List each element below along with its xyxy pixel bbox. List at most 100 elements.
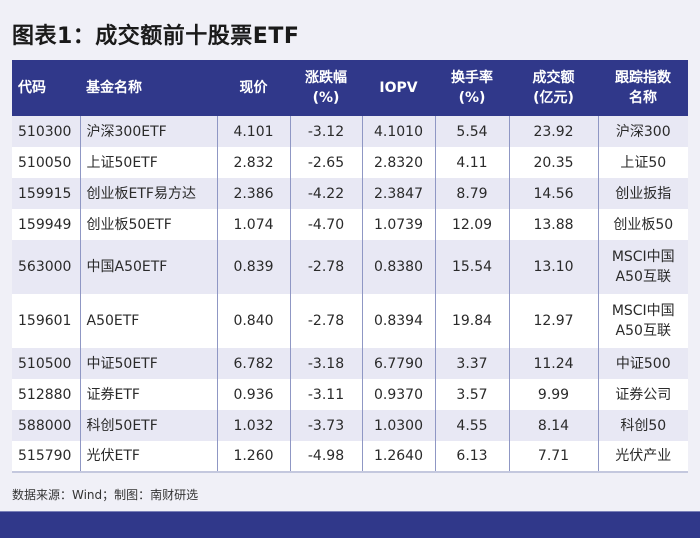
cell-tracking-index: 证券公司 xyxy=(597,379,688,410)
table-header-row: 代码 基金名称 现价 涨跌幅 (%) IOPV 换手率 (%) 成交额 (亿元) 跟踪… xyxy=(12,60,688,116)
cell-price: 6.782 xyxy=(216,348,290,379)
tracking-index-line2: A50互联 xyxy=(615,323,671,339)
tracking-index-line1: 科创50 xyxy=(620,417,667,434)
cell-tracking-index: MSCI中国 A50互联 xyxy=(597,294,688,348)
header-fund-name: 基金名称 xyxy=(80,60,217,116)
cell-fund-name: 沪深300ETF xyxy=(79,116,217,147)
cell-iopv: 2.8320 xyxy=(361,147,435,178)
table-row: 563000 中国A50ETF 0.839 -2.78 0.8380 15.54 13.10… xyxy=(12,240,688,294)
cell-tracking-index: 沪深300 xyxy=(597,116,688,147)
cell-code: 510050 xyxy=(12,147,80,178)
cell-turnover: 19.84 xyxy=(434,294,509,348)
cell-fund-name: 光伏ETF xyxy=(79,441,217,473)
cell-iopv: 4.1010 xyxy=(361,116,435,147)
cell-turnover: 4.11 xyxy=(434,147,509,178)
etf-table: 代码 基金名称 现价 涨跌幅 (%) IOPV 换手率 (%) 成交额 (亿元) 跟踪… xyxy=(12,60,688,473)
cell-volume: 20.35 xyxy=(508,147,598,178)
cell-turnover: 6.13 xyxy=(434,441,509,473)
cell-code: 159601 xyxy=(12,294,80,348)
cell-volume: 11.24 xyxy=(508,348,598,379)
cell-fund-name: 中证50ETF xyxy=(79,348,217,379)
cell-change: -4.98 xyxy=(289,441,362,473)
header-change: 涨跌幅 (%) xyxy=(290,60,362,116)
cell-code: 515790 xyxy=(12,441,80,473)
cell-volume: 12.97 xyxy=(508,294,598,348)
cell-fund-name: 创业板ETF易方达 xyxy=(79,178,217,209)
cell-iopv: 1.2640 xyxy=(361,441,435,473)
cell-tracking-index: 上证50 xyxy=(597,147,688,178)
header-iopv: IOPV xyxy=(362,60,435,116)
cell-volume: 8.14 xyxy=(508,410,598,441)
cell-iopv: 0.9370 xyxy=(361,379,435,410)
cell-price: 4.101 xyxy=(216,116,290,147)
cell-volume: 13.10 xyxy=(508,240,598,294)
table-row: 512880 证券ETF 0.936 -3.11 0.9370 3.57 9.99 证券公司 xyxy=(12,379,688,410)
tracking-index-line2: A50互联 xyxy=(615,269,671,285)
tracking-index-line1: 上证50 xyxy=(620,154,667,171)
cell-turnover: 3.37 xyxy=(434,348,509,379)
bottom-band xyxy=(0,511,700,538)
cell-code: 159949 xyxy=(12,209,80,240)
tracking-index-line1: MSCI中国 xyxy=(611,303,675,319)
tracking-index-line1: 光伏产业 xyxy=(615,448,672,464)
tracking-index-line1: 创业扳指 xyxy=(615,185,672,202)
table-row: 515790 光伏ETF 1.260 -4.98 1.2640 6.13 7.71 光伏产业 xyxy=(12,441,688,473)
source-note: 数据来源：Wind；制图：南财研选 xyxy=(12,488,199,502)
cell-tracking-index: 中证500 xyxy=(597,348,688,379)
cell-turnover: 15.54 xyxy=(434,240,509,294)
cell-fund-name: 证券ETF xyxy=(79,379,217,410)
cell-turnover: 5.54 xyxy=(434,116,509,147)
cell-price: 2.832 xyxy=(216,147,290,178)
header-turnover: 换手率 (%) xyxy=(435,60,509,116)
tracking-index-line1: 证券公司 xyxy=(615,386,672,403)
cell-change: -2.65 xyxy=(289,147,362,178)
table-row: 159915 创业板ETF易方达 2.386 -4.22 2.3847 8.79 14.56… xyxy=(12,178,688,209)
cell-code: 510300 xyxy=(12,116,80,147)
cell-change: -3.18 xyxy=(289,348,362,379)
cell-change: -3.11 xyxy=(289,379,362,410)
cell-volume: 23.92 xyxy=(508,116,598,147)
table-row: 159949 创业板50ETF 1.074 -4.70 1.0739 12.09 13.88… xyxy=(12,209,688,240)
cell-tracking-index: 创业扳指 xyxy=(597,178,688,209)
cell-turnover: 4.55 xyxy=(434,410,509,441)
cell-turnover: 3.57 xyxy=(434,379,509,410)
cell-price: 0.840 xyxy=(216,294,290,348)
tracking-index-line1: 沪深300 xyxy=(615,123,671,140)
cell-fund-name: A50ETF xyxy=(79,294,217,348)
header-tracking-index: 跟踪指数 名称 xyxy=(598,60,688,116)
table-row: 510500 中证50ETF 6.782 -3.18 6.7790 3.37 11.24 中证… xyxy=(12,348,688,379)
cell-price: 1.260 xyxy=(216,441,290,473)
tracking-index-line1: MSCI中国 xyxy=(611,249,675,265)
cell-change: -3.12 xyxy=(289,116,362,147)
table-row: 510050 上证50ETF 2.832 -2.65 2.8320 4.11 20.35 上证… xyxy=(12,147,688,178)
cell-price: 1.032 xyxy=(216,410,290,441)
cell-change: -3.73 xyxy=(289,410,362,441)
cell-tracking-index: 光伏产业 xyxy=(597,441,688,473)
cell-price: 1.074 xyxy=(216,209,290,240)
tracking-index-line1: 中证500 xyxy=(615,355,671,372)
cell-tracking-index: MSCI中国 A50互联 xyxy=(597,240,688,294)
cell-fund-name: 上证50ETF xyxy=(79,147,217,178)
cell-fund-name: 创业板50ETF xyxy=(79,209,217,240)
cell-volume: 13.88 xyxy=(508,209,598,240)
header-volume: 成交额 (亿元) xyxy=(509,60,598,116)
tracking-index-line1: 创业板50 xyxy=(613,216,674,233)
cell-volume: 7.71 xyxy=(508,441,598,473)
cell-iopv: 0.8394 xyxy=(361,294,435,348)
cell-change: -4.70 xyxy=(289,209,362,240)
cell-volume: 9.99 xyxy=(508,379,598,410)
cell-iopv: 6.7790 xyxy=(361,348,435,379)
cell-tracking-index: 创业板50 xyxy=(597,209,688,240)
cell-turnover: 8.79 xyxy=(434,178,509,209)
cell-iopv: 1.0739 xyxy=(361,209,435,240)
cell-volume: 14.56 xyxy=(508,178,598,209)
table-row: 159601 A50ETF 0.840 -2.78 0.8394 19.84 12.97 MS… xyxy=(12,294,688,348)
cell-tracking-index: 科创50 xyxy=(597,410,688,441)
cell-code: 510500 xyxy=(12,348,80,379)
cell-price: 0.936 xyxy=(216,379,290,410)
cell-code: 159915 xyxy=(12,178,80,209)
cell-change: -2.78 xyxy=(289,240,362,294)
cell-price: 0.839 xyxy=(216,240,290,294)
header-price: 现价 xyxy=(217,60,290,116)
cell-iopv: 2.3847 xyxy=(361,178,435,209)
